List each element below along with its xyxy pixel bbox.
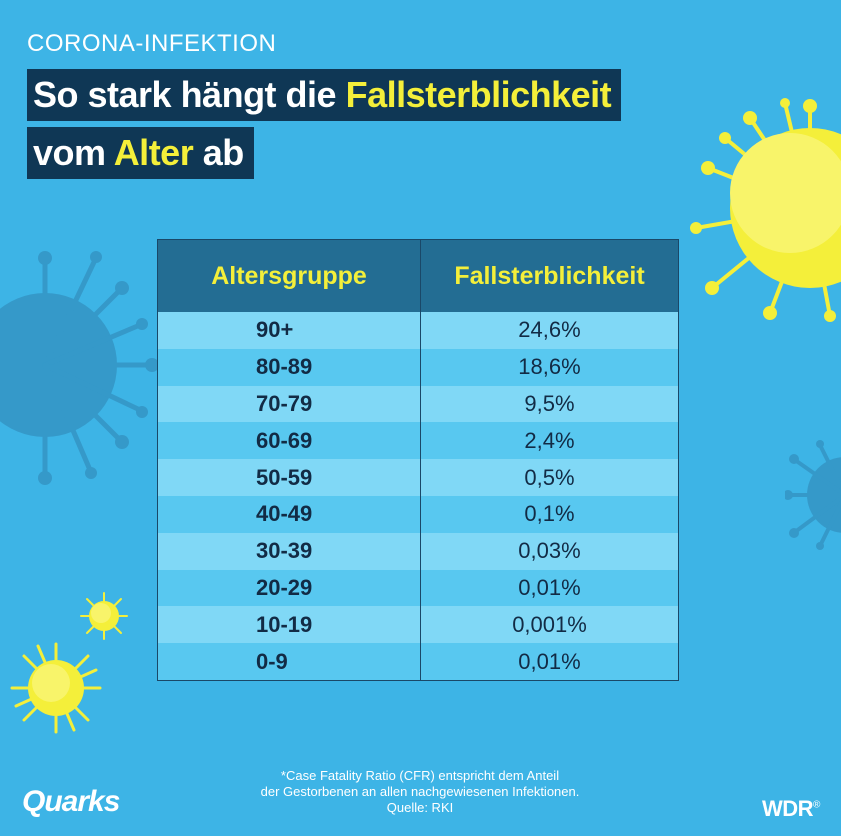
table-row: 40-49 0,1% [157, 495, 679, 533]
registered-mark: ® [813, 799, 820, 811]
cfr-cell: 18,6% [420, 348, 679, 386]
cfr-cell: 0,1% [420, 495, 679, 533]
footnote-line: *Case Fatality Ratio (CFR) entspricht de… [280, 768, 560, 783]
cfr-cell: 0,001% [512, 611, 587, 637]
wdr-logo: WDR® [762, 796, 820, 822]
virus-icon-bottom-left [10, 642, 102, 734]
quarks-logo: Quarks [22, 785, 120, 818]
age-cell: 30-39 [157, 532, 421, 570]
age-cell: 50-59 [157, 459, 421, 496]
table-row: 20-29 0,01% [157, 569, 679, 607]
virus-icon-small [80, 592, 128, 640]
age-cell: 40-49 [157, 495, 421, 533]
table-row: 80-89 18,6% [157, 348, 679, 386]
table-row: 70-79 9,5% [157, 385, 679, 423]
age-cell: 60-69 [157, 422, 421, 460]
headline-line-2: vom Alter ab [27, 127, 254, 179]
table-row: 30-39 0,03% [157, 532, 679, 570]
cfr-table: Altersgruppe Fallsterblichkeit 90+ 24,6% … [157, 239, 679, 681]
table-header-row: Altersgruppe Fallsterblichkeit [157, 239, 679, 312]
headline-text: vom [33, 132, 114, 173]
source-line: Quelle: RKI [386, 800, 454, 815]
cfr-cell: 0,5% [524, 464, 575, 490]
headline-text: ab [193, 132, 245, 173]
cfr-cell: 24,6% [518, 317, 581, 343]
virus-icon-top-right [690, 98, 841, 322]
age-cell: 70-79 [157, 385, 421, 423]
virus-icon-right-bg [785, 440, 841, 550]
age-cell: 0-9 [157, 643, 421, 681]
age-cell: 20-29 [157, 569, 421, 607]
column-header-cfr: Fallsterblichkeit [420, 239, 679, 312]
headline-text: So stark hängt die [33, 74, 346, 115]
table-row: 10-19 0,001% [157, 606, 679, 644]
cfr-cell: 0,03% [518, 538, 581, 564]
headline-line-1: So stark hängt die Fallsterblichkeit [27, 69, 622, 121]
table-row: 90+ 24,6% [157, 312, 679, 349]
kicker-label: CORONA-INFEKTION [27, 30, 277, 57]
virus-icon-left-bg [0, 251, 159, 485]
table-row: 60-69 2,4% [157, 422, 679, 460]
headline-highlight: Fallsterblichkeit [345, 74, 612, 115]
wdr-logo-text: WDR [762, 796, 814, 821]
cfr-cell: 9,5% [524, 390, 575, 416]
table-row: 50-59 0,5% [157, 459, 679, 496]
age-cell: 80-89 [157, 348, 421, 386]
age-cell: 90+ [157, 312, 421, 349]
footnote-line: der Gestorbenen an allen nachgewiesenen … [260, 784, 580, 799]
age-cell: 10-19 [157, 606, 421, 644]
headline-highlight: Alter [113, 132, 194, 173]
cfr-cell: 0,01% [420, 643, 679, 681]
cfr-cell: 2,4% [420, 422, 679, 460]
cfr-cell: 0,01% [420, 569, 679, 607]
column-header-age: Altersgruppe [157, 239, 421, 312]
footnote: *Case Fatality Ratio (CFR) entspricht de… [220, 768, 620, 816]
table-row: 0-9 0,01% [157, 643, 679, 681]
